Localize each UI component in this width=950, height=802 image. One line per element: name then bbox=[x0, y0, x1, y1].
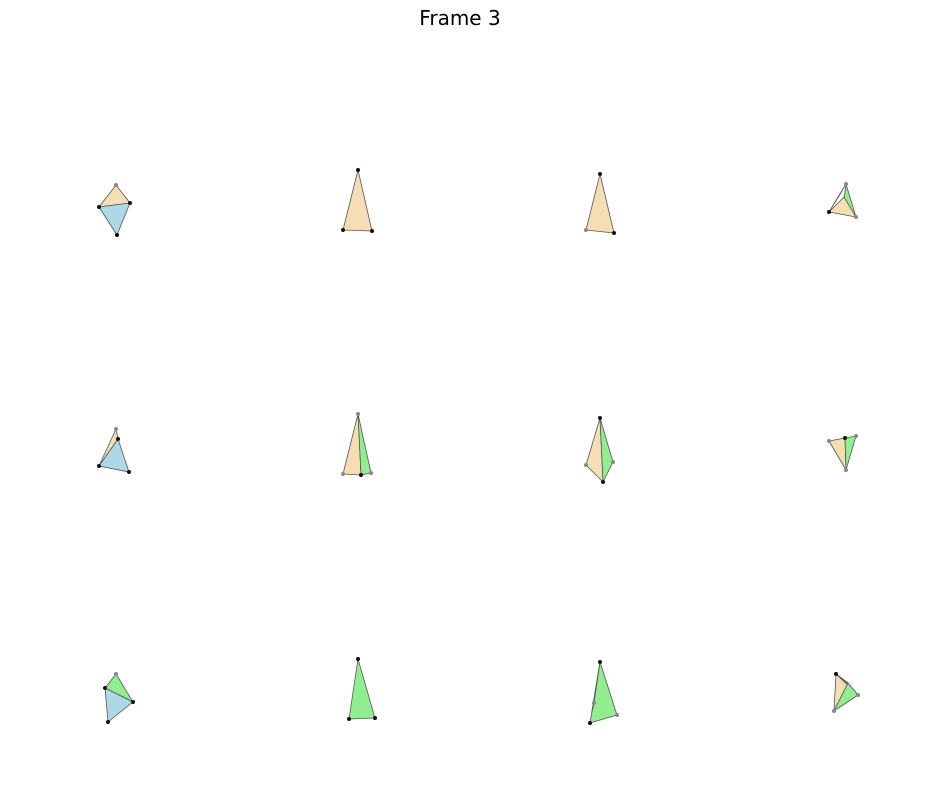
vertex-dot bbox=[612, 231, 616, 235]
face-wheat bbox=[342, 169, 373, 232]
face-lightgreen bbox=[589, 661, 618, 724]
vertex-dot bbox=[97, 205, 101, 209]
vertex-dot bbox=[114, 427, 118, 431]
vertex-dot bbox=[598, 416, 602, 420]
face-lightgreen bbox=[357, 413, 372, 476]
vertex-dot bbox=[373, 716, 377, 720]
face-lightgreen bbox=[599, 417, 614, 483]
vertex-dot bbox=[598, 660, 602, 664]
vertex-dot bbox=[827, 439, 831, 443]
face-lightgreen bbox=[348, 658, 376, 720]
face-wheat bbox=[585, 173, 615, 234]
vertex-dot bbox=[615, 713, 619, 717]
panel-r3c4 bbox=[832, 672, 860, 713]
vertex-dot bbox=[854, 434, 858, 438]
vertex-dot bbox=[584, 463, 588, 467]
vertex-dot bbox=[844, 182, 848, 186]
vertex-dot bbox=[827, 210, 831, 214]
vertex-dot bbox=[834, 672, 838, 676]
vertex-dot bbox=[341, 472, 345, 476]
vertex-dot bbox=[832, 709, 836, 713]
panel-r2c3 bbox=[584, 416, 615, 484]
face-wheat bbox=[591, 661, 601, 713]
panel-r1c4 bbox=[827, 182, 858, 219]
vertex-dot bbox=[854, 215, 858, 219]
vertex-dot bbox=[356, 168, 360, 172]
face-lightgreen bbox=[844, 435, 857, 471]
vertex-dot bbox=[370, 229, 374, 233]
vertex-dot bbox=[116, 437, 120, 441]
vertex-dot bbox=[131, 700, 135, 704]
vertex-dot bbox=[843, 436, 847, 440]
panel-r2c1 bbox=[97, 427, 131, 474]
vertex-dot bbox=[115, 233, 119, 237]
vertex-dot bbox=[592, 701, 596, 705]
panel-r3c3 bbox=[588, 660, 619, 725]
panel-r2c2 bbox=[341, 412, 373, 477]
vertex-dot bbox=[601, 480, 605, 484]
face-lightblue bbox=[98, 202, 131, 236]
vertex-dot bbox=[114, 183, 118, 187]
vertex-dot bbox=[844, 468, 848, 472]
panel-r1c3 bbox=[584, 172, 616, 235]
vertex-dot bbox=[114, 672, 118, 676]
vertex-dot bbox=[127, 470, 131, 474]
vertex-dot bbox=[103, 686, 107, 690]
vertex-dot bbox=[856, 693, 860, 697]
panel-r1c2 bbox=[341, 168, 374, 233]
face-lightblue bbox=[104, 687, 134, 723]
vertex-dot bbox=[347, 717, 351, 721]
face-wheat bbox=[828, 196, 857, 218]
vertex-dot bbox=[369, 471, 373, 475]
vertex-dot bbox=[97, 464, 101, 468]
vertex-dot bbox=[128, 201, 132, 205]
face-lightblue bbox=[98, 438, 130, 473]
face-red bbox=[828, 183, 847, 213]
panel-r1c1 bbox=[97, 183, 132, 237]
vertex-dot bbox=[356, 412, 360, 416]
figure-title: Frame 3 bbox=[419, 6, 501, 30]
vertex-dot bbox=[584, 228, 588, 232]
vertex-dot bbox=[106, 720, 110, 724]
vertex-dot bbox=[341, 228, 345, 232]
face-lightgreen bbox=[833, 682, 859, 712]
vertex-dot bbox=[588, 721, 592, 725]
vertex-dot bbox=[359, 473, 363, 477]
panel-r3c2 bbox=[347, 657, 377, 721]
vertex-dot bbox=[598, 172, 602, 176]
vertex-dot bbox=[611, 460, 615, 464]
panel-r3c1 bbox=[103, 672, 135, 724]
panel-r2c4 bbox=[827, 434, 858, 472]
face-wheat bbox=[828, 437, 847, 471]
vertex-dot bbox=[356, 657, 360, 661]
